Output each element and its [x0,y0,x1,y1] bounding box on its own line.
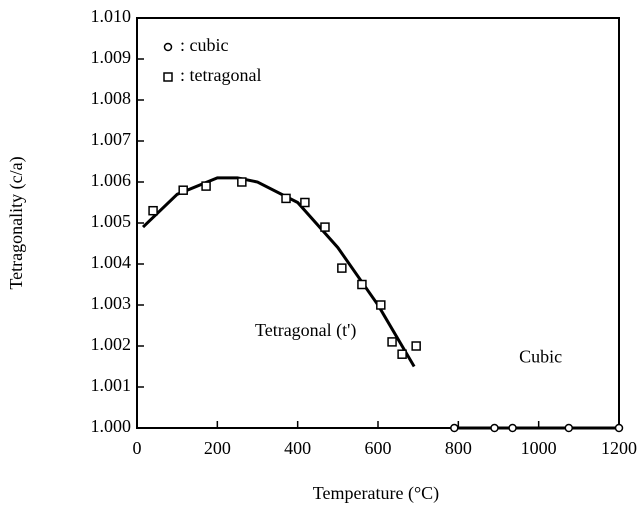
marker-circle [450,423,459,433]
legend-label: : cubic [180,35,228,55]
y-tick-label: 1.005 [91,211,132,231]
marker-square [300,197,310,208]
y-tick-label: 1.002 [91,334,132,354]
annotation: Tetragonal (t') [255,320,356,341]
marker-square [357,279,367,290]
y-tick-label: 1.000 [91,416,132,436]
marker-square [281,193,291,204]
x-tick-label: 1000 [521,438,557,458]
y-tick-label: 1.003 [91,293,132,313]
x-tick-label: 0 [133,438,142,458]
legend-label: : tetragonal [180,65,261,85]
x-tick-label: 800 [445,438,472,458]
y-tick-label: 1.010 [91,6,132,26]
marker-square [337,263,347,273]
x-tick-label: 400 [284,438,311,458]
y-tick-label: 1.007 [91,129,132,149]
marker-square [376,300,386,310]
marker-circle [163,42,173,52]
marker-square [387,337,397,347]
y-tick-label: 1.009 [91,47,132,67]
x-tick-label: 200 [204,438,231,458]
annotation: Cubic [519,346,562,366]
y-tick-label: 1.001 [91,375,132,395]
marker-square [201,181,211,191]
x-tick-label: 1200 [601,438,637,458]
marker-circle [508,423,517,433]
marker-square [163,72,173,82]
y-tick-label: 1.008 [91,88,132,108]
marker-square [397,349,407,359]
y-tick-label: 1.004 [91,252,132,272]
x-tick-label: 600 [365,438,392,458]
marker-square [320,222,330,232]
x-axis-label: Temperature (°C) [313,483,439,504]
marker-circle [614,423,624,433]
marker-circle [490,423,499,433]
marker-square [411,341,421,351]
y-axis-label: Tetragonality (c/a) [6,156,27,289]
marker-square [178,185,188,195]
marker-square [148,205,158,216]
marker-square [237,177,247,187]
y-tick-label: 1.006 [91,170,132,190]
marker-circle [564,423,574,433]
